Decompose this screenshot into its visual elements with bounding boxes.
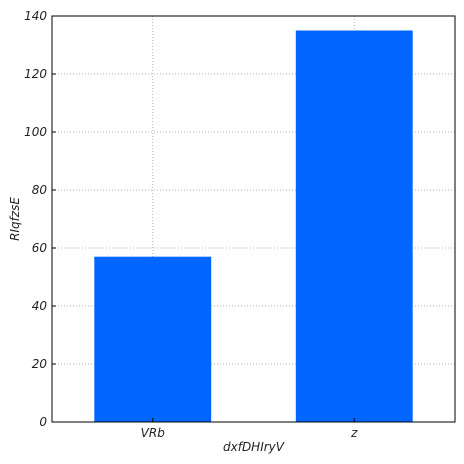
y-tick-label: 140 <box>24 9 47 23</box>
y-tick-label: 80 <box>32 183 48 197</box>
grid <box>52 16 455 422</box>
bar-VRb <box>94 256 212 422</box>
y-axis-label: RIqfzsE <box>8 197 22 241</box>
y-tick-label: 20 <box>32 357 48 371</box>
y-tick-label: 60 <box>32 241 48 255</box>
y-tick-label: 40 <box>32 299 48 313</box>
plot-frame <box>51 15 456 423</box>
bar-z <box>295 30 413 422</box>
bars <box>94 30 413 422</box>
x-tick-label: VRb <box>141 426 166 440</box>
x-tick-label: z <box>350 426 358 440</box>
y-tick-label: 100 <box>24 125 47 139</box>
y-ticks: 0 20 40 60 80 100 120 140 <box>24 9 56 429</box>
y-tick-label: 120 <box>24 67 47 81</box>
y-tick-label: 0 <box>39 415 47 429</box>
x-ticks: VRb z <box>141 418 358 440</box>
x-axis-label: dxfDHIryV <box>223 440 285 454</box>
